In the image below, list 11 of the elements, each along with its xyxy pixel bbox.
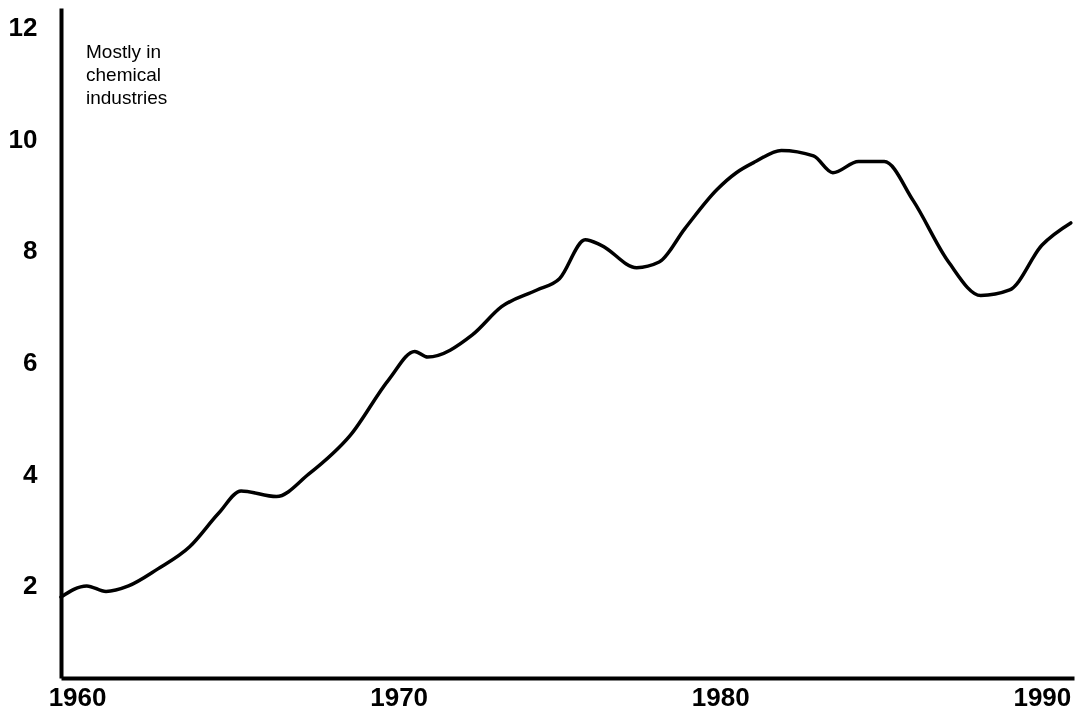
y-tick-label: 10 xyxy=(8,123,38,154)
y-tick-label: 8 xyxy=(23,235,38,266)
x-tick-label: 1990 xyxy=(1013,681,1072,712)
y-tick-label: 6 xyxy=(23,347,38,378)
y-tick-label: 4 xyxy=(23,458,39,489)
x-tick-label: 1970 xyxy=(370,681,429,712)
y-tick-label: 2 xyxy=(23,570,38,601)
x-tick-label: 1960 xyxy=(48,681,107,712)
y-tick-label: 12 xyxy=(8,12,38,43)
annotation: Mostly in chemical industries xyxy=(86,41,168,108)
x-tick-label: 1980 xyxy=(691,681,750,712)
